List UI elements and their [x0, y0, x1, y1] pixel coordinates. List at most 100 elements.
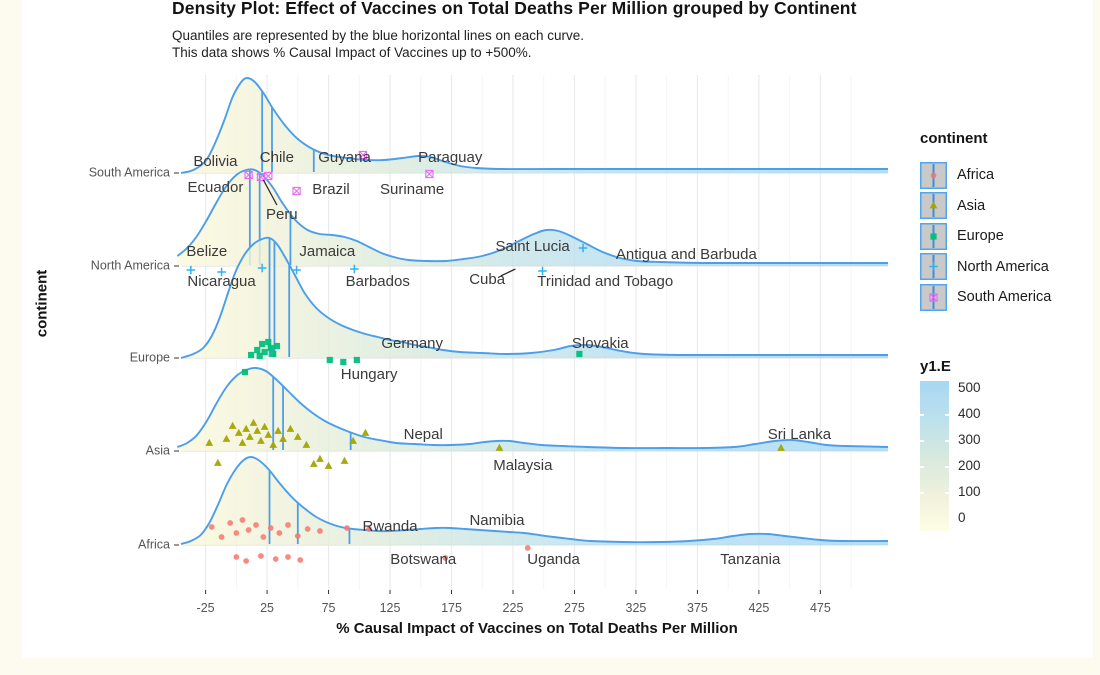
y-tick-label: Asia: [146, 443, 170, 457]
country-label: Belize: [186, 243, 227, 260]
chart-title: Density Plot: Effect of Vaccines on Tota…: [172, 0, 857, 18]
country-label: Germany: [381, 335, 443, 352]
x-axis-title: % Causal Impact of Vaccines on Total Dea…: [336, 620, 738, 637]
y-tick-label: Europe: [130, 350, 170, 364]
legend-item-africa: Africa: [920, 160, 1051, 191]
country-label: Bolivia: [193, 153, 238, 170]
gradient-bar-mark: [945, 492, 949, 494]
gradient-bar-mark: [945, 440, 949, 442]
country-label: Brazil: [312, 181, 350, 198]
country-label: Namibia: [469, 512, 525, 529]
country-label: Uganda: [527, 551, 580, 568]
legend-item-asia: Asia: [920, 191, 1051, 222]
ridge-europe: [180, 236, 888, 359]
labels-europe: Germany Slovakia Hungary: [341, 335, 630, 383]
x-tick-label: 475: [810, 601, 831, 615]
legend-item-label: Europe: [957, 228, 1004, 245]
points-africa: [208, 517, 531, 564]
x-tick-label: 175: [441, 601, 462, 615]
country-label: Paraguay: [418, 149, 483, 166]
y-tick-label: South America: [89, 165, 170, 179]
legend-item-label: South America: [957, 289, 1052, 306]
y-axis-title: continent: [33, 269, 51, 338]
country-label: Ecuador: [187, 179, 243, 196]
country-label: Botswana: [390, 551, 457, 568]
legend-key-north-america-icon: [920, 253, 947, 281]
gradient-tick-200: 200: [958, 458, 981, 473]
ridge-south-america: [180, 77, 888, 174]
legend-item-label: North America: [957, 258, 1049, 275]
country-label: Nepal: [404, 426, 443, 443]
gradient-tick-0: 0: [958, 510, 966, 525]
gradient-bar-mark: [920, 492, 924, 494]
y-tick-label: North America: [91, 258, 170, 272]
gradient-bar-mark: [920, 440, 924, 442]
x-tick-label: 25: [260, 601, 274, 615]
legend-gradient-bar: [920, 381, 949, 531]
x-tick-label: 125: [380, 601, 401, 615]
gradient-tick-400: 400: [958, 406, 981, 421]
labels-africa: Rwanda Namibia Botswana Uganda Tanzania: [363, 512, 781, 568]
country-label: Trinidad and Tobago: [537, 273, 673, 290]
country-label: Tanzania: [720, 551, 781, 568]
legend-key-asia-icon: [920, 192, 947, 220]
legend-item-north-america: North America: [920, 252, 1051, 283]
gradient-bar-mark: [945, 466, 949, 468]
legend-key-south-america-icon: [920, 283, 947, 311]
country-label: Sri Lanka: [768, 426, 832, 443]
points-north-america: [186, 243, 588, 277]
legend-continent: continent Africa Asia Europe North Ameri…: [920, 130, 1051, 313]
legend-gradient-title: y1.E: [920, 358, 951, 375]
gradient-tick-500: 500: [958, 380, 981, 395]
country-label: Antigua and Barbuda: [616, 246, 758, 263]
country-label: Hungary: [341, 366, 398, 383]
x-tick-label: 75: [322, 601, 336, 615]
labels-asia: Nepal Malaysia Sri Lanka: [404, 426, 832, 474]
x-tick-label: 225: [503, 601, 524, 615]
chart-subtitle-line2: This data shows % Causal Impact of Vacci…: [172, 45, 532, 60]
y-tick-label: Africa: [138, 537, 170, 551]
ridge-africa: [180, 456, 889, 545]
legend-item-label: Asia: [957, 197, 986, 214]
country-label: Rwanda: [363, 518, 419, 535]
legend-key-europe-icon: [920, 222, 947, 250]
label-leader-line: [262, 179, 278, 206]
country-label: Chile: [260, 149, 294, 166]
x-tick-label: -25: [197, 601, 215, 615]
gradient-bar-mark: [945, 414, 949, 416]
legend-key-africa-icon: [920, 161, 947, 189]
country-label: Barbados: [346, 273, 410, 290]
points-asia: [205, 418, 785, 469]
gradient-tick-300: 300: [958, 432, 981, 447]
ridge-north-america: [176, 168, 889, 266]
chart-subtitle: Quantiles are represented by the blue ho…: [172, 27, 584, 61]
legend-continent-title: continent: [920, 130, 988, 147]
legend-item-south-america: South America: [920, 282, 1051, 313]
x-tick-label: 275: [564, 601, 585, 615]
country-label: Saint Lucia: [496, 238, 571, 255]
axes: -25 25 75 125 175 225 275 325 375 425 475 South Ame…: [89, 165, 831, 615]
country-label: Nicaragua: [187, 273, 256, 290]
points-europe: [241, 338, 583, 376]
country-label: Suriname: [380, 181, 444, 198]
x-tick-label: 325: [626, 601, 647, 615]
x-tick-label: 375: [687, 601, 708, 615]
labels-north-america: Belize Jamaica Saint Lucia Antigua and Barb…: [186, 238, 757, 290]
label-leader-line: [500, 268, 516, 277]
country-label: Slovakia: [572, 335, 629, 352]
legend-item-label: Africa: [957, 167, 995, 184]
chart-subtitle-line1: Quantiles are represented by the blue ho…: [172, 28, 585, 43]
x-tick-label: 425: [748, 601, 769, 615]
labels-south-america: Bolivia Chile Guyana Paraguay Ecuador Peru Bra…: [187, 149, 482, 223]
gradient-bar-mark: [920, 414, 924, 416]
country-label: Jamaica: [299, 243, 356, 260]
country-label: Peru: [266, 206, 298, 223]
points-south-america: [244, 150, 434, 196]
gradient-tick-100: 100: [958, 484, 981, 499]
legend-gradient: y1.E 500 400 300 200 100 0: [920, 358, 981, 531]
legend-item-europe: Europe: [920, 221, 1051, 252]
figure-background: [22, 0, 1093, 658]
country-label: Cuba: [469, 271, 506, 288]
